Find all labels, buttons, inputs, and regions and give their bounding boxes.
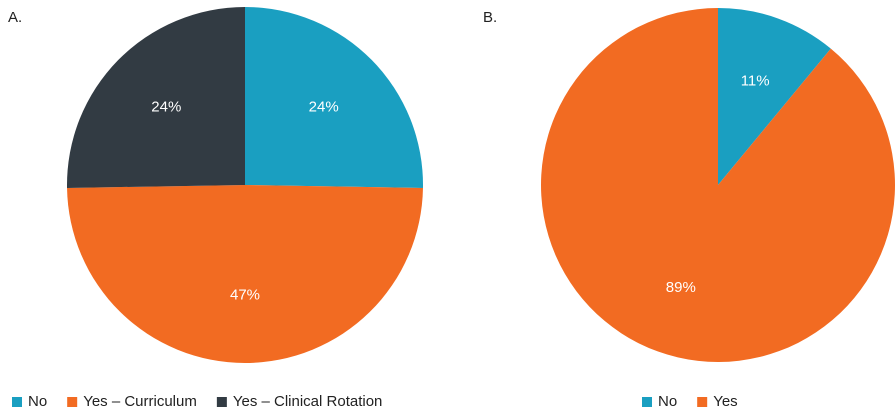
slice-label: 11% [741, 73, 770, 90]
pie-slice [67, 185, 423, 364]
legend-swatch [642, 397, 652, 407]
chart-title: B. [483, 9, 497, 26]
pie-slice [66, 7, 245, 188]
chart-title: A. [8, 9, 22, 26]
slice-label: 24% [309, 99, 339, 116]
legend-swatch [697, 397, 708, 407]
legend-label: Yes [713, 393, 737, 410]
slice-label: 24% [151, 99, 181, 116]
pie-slice [245, 7, 423, 188]
legend-swatch [216, 397, 227, 407]
legend-swatch [67, 397, 78, 407]
legend-label: No [658, 393, 677, 410]
legend-label: Yes – Curriculum [83, 393, 197, 410]
slice-label: 47% [230, 286, 260, 303]
pie-slice [540, 8, 895, 362]
legend-swatch [12, 397, 22, 407]
slice-label: 89% [666, 279, 696, 296]
legend-label: No [28, 393, 47, 410]
pie-slice [718, 8, 831, 185]
legend-label: Yes – Clinical Rotation [233, 393, 383, 410]
